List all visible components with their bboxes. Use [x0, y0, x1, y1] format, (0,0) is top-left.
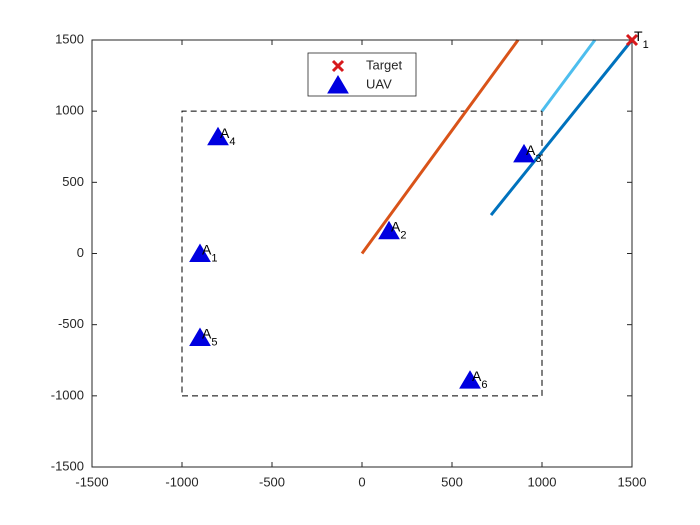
- legend-label: UAV: [366, 76, 392, 91]
- uav-marker: [189, 327, 211, 346]
- point-label-main: A: [526, 142, 536, 158]
- y-tick-label: -1000: [51, 387, 84, 402]
- boundary: [181, 110, 543, 397]
- point-label-main: A: [391, 218, 401, 234]
- legend-marker: [331, 59, 345, 73]
- point-label-sub: 6: [481, 379, 487, 391]
- y-tick-label: 1500: [55, 31, 84, 46]
- uav-marker: [189, 243, 211, 262]
- x-tick-label: 1000: [528, 474, 557, 489]
- point-label-main: A: [202, 241, 212, 257]
- point-label-sub: 4: [229, 136, 235, 148]
- point-label: A2: [391, 218, 406, 241]
- uav-marker: [459, 370, 481, 389]
- x-tick-label: 0: [358, 474, 365, 489]
- point-label: A4: [220, 124, 235, 147]
- point-label: A1: [202, 241, 217, 264]
- x-tick-label: -1500: [75, 474, 108, 489]
- point-label-main: T: [634, 28, 643, 44]
- trajectory: [489, 39, 634, 217]
- y-tick-label: 0: [77, 245, 84, 260]
- axes-box: [91, 39, 633, 468]
- uav-marker: [513, 143, 535, 163]
- y-tick-label: 500: [62, 174, 84, 189]
- uav-marker: [207, 126, 229, 146]
- point-label-sub: 5: [211, 336, 217, 348]
- x-tick-label: -1000: [165, 474, 198, 489]
- x-tick-label: -500: [259, 474, 285, 489]
- point-label-main: A: [202, 325, 212, 341]
- x-tick-label: 500: [441, 474, 463, 489]
- point-label-main: A: [472, 368, 482, 384]
- point-label-sub: 1: [211, 252, 217, 264]
- target-marker: [625, 33, 639, 47]
- point-label: A5: [202, 325, 217, 348]
- y-tick-label: -1500: [51, 458, 84, 473]
- point-label: T1: [634, 28, 649, 51]
- legend-box: [307, 52, 417, 97]
- point-label: A6: [472, 368, 487, 391]
- trajectory: [540, 39, 597, 113]
- y-tick-label: -500: [58, 316, 84, 331]
- uav-marker: [378, 220, 400, 240]
- point-label-sub: 1: [643, 39, 649, 51]
- x-tick-label: 1500: [618, 474, 647, 489]
- legend-label: Target: [366, 57, 403, 72]
- y-tick-label: 1000: [55, 103, 84, 118]
- point-label-main: A: [220, 124, 230, 140]
- trajectory: [360, 39, 520, 255]
- legend-marker: [327, 75, 349, 94]
- point-label-sub: 2: [400, 230, 406, 242]
- point-label: A3: [526, 142, 541, 165]
- point-label-sub: 3: [535, 153, 541, 165]
